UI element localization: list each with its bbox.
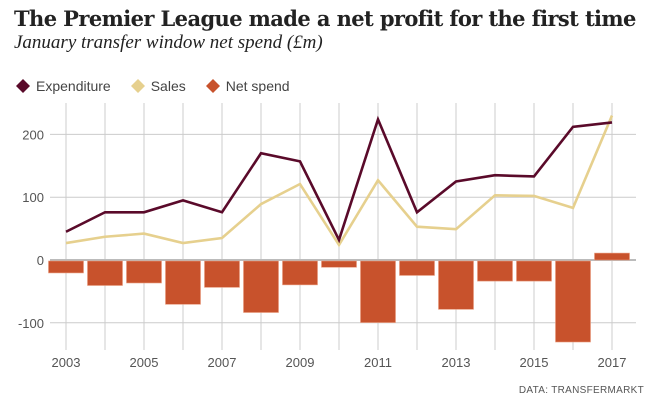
- net-spend-bar: [555, 260, 591, 343]
- chart-subtitle: January transfer window net spend (£m): [14, 32, 323, 53]
- net-spend-bar: [594, 252, 630, 261]
- net-spend-bar: [477, 260, 513, 282]
- y-tick-label: -100: [18, 316, 44, 331]
- x-tick-label: 2009: [286, 355, 315, 370]
- expenditure-line: [65, 115, 613, 244]
- chart-title: The Premier League made a net profit for…: [14, 6, 636, 31]
- x-tick-label: 2015: [520, 355, 549, 370]
- legend: Expenditure Sales Net spend: [16, 78, 290, 94]
- diamond-marker-icon: [130, 79, 145, 93]
- y-tick-label: 100: [22, 190, 44, 205]
- legend-label: Sales: [150, 78, 186, 94]
- net-spend-bar: [87, 260, 123, 286]
- net-spend-bar: [321, 260, 357, 268]
- y-tick-label: 200: [22, 127, 44, 142]
- legend-item-expenditure: Expenditure: [16, 78, 111, 94]
- legend-item-sales: Sales: [130, 78, 186, 94]
- net-spend-bar: [243, 260, 279, 313]
- net-spend-bar: [438, 260, 474, 310]
- y-tick-label: 0: [37, 253, 44, 268]
- x-tick-label: 2011: [364, 355, 392, 370]
- diamond-marker-icon: [16, 79, 30, 93]
- net-spend-bar: [126, 260, 162, 284]
- x-tick-label: 2017: [598, 355, 627, 370]
- net-spend-bar: [360, 260, 396, 323]
- net-spend-bar: [204, 260, 240, 288]
- legend-item-net-spend: Net spend: [205, 78, 290, 94]
- net-spend-bar: [165, 260, 201, 305]
- net-spend-bar: [516, 260, 552, 282]
- net-spend-bar: [399, 260, 435, 276]
- legend-label: Net spend: [225, 78, 290, 94]
- net-spend-bar: [282, 260, 318, 286]
- sales-line: [65, 115, 614, 248]
- source-note: DATA: TRANSFERMARKT: [518, 385, 644, 396]
- x-tick-label: 2005: [130, 355, 159, 370]
- diamond-marker-icon: [205, 79, 220, 93]
- legend-label: Expenditure: [36, 78, 111, 94]
- x-tick-label: 2007: [208, 355, 237, 370]
- net-spend-bar: [48, 260, 84, 274]
- x-tick-label: 2003: [52, 355, 81, 370]
- x-tick-label: 2013: [442, 355, 471, 370]
